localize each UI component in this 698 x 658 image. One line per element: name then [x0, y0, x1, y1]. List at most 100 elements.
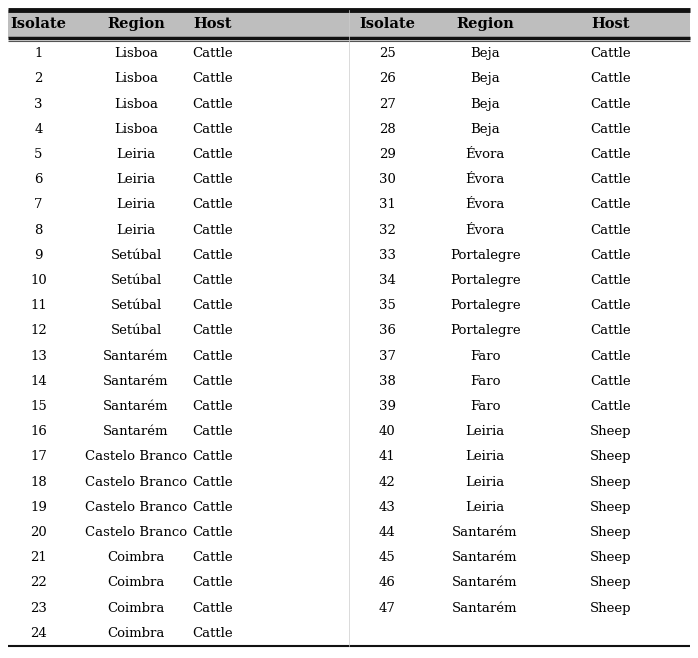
Text: Cattle: Cattle — [193, 249, 233, 262]
Text: 13: 13 — [30, 349, 47, 363]
Text: Cattle: Cattle — [591, 375, 631, 388]
Text: Cattle: Cattle — [591, 198, 631, 211]
Text: Region: Region — [107, 17, 165, 31]
Text: 46: 46 — [379, 576, 396, 590]
Text: Cattle: Cattle — [591, 47, 631, 60]
Text: Cattle: Cattle — [591, 324, 631, 338]
Text: Leiria: Leiria — [466, 451, 505, 463]
Text: 9: 9 — [34, 249, 43, 262]
Text: Cattle: Cattle — [193, 274, 233, 287]
Bar — [8, 10, 690, 38]
Text: Lisboa: Lisboa — [114, 72, 158, 86]
Text: 37: 37 — [379, 349, 396, 363]
Text: Lisboa: Lisboa — [114, 47, 158, 60]
Text: Leiria: Leiria — [466, 476, 505, 489]
Text: Beja: Beja — [470, 123, 500, 136]
Text: 14: 14 — [30, 375, 47, 388]
Text: Cattle: Cattle — [591, 400, 631, 413]
Text: 39: 39 — [379, 400, 396, 413]
Text: Santarém: Santarém — [452, 601, 518, 615]
Text: 30: 30 — [379, 173, 396, 186]
Text: 19: 19 — [30, 501, 47, 514]
Text: 20: 20 — [30, 526, 47, 539]
Text: Coimbra: Coimbra — [107, 551, 165, 565]
Text: Castelo Branco: Castelo Branco — [85, 451, 187, 463]
Text: Setúbal: Setúbal — [110, 274, 162, 287]
Text: 8: 8 — [34, 224, 43, 237]
Text: Santarém: Santarém — [103, 425, 169, 438]
Text: Leiria: Leiria — [117, 173, 156, 186]
Text: 15: 15 — [30, 400, 47, 413]
Text: 29: 29 — [379, 148, 396, 161]
Text: 32: 32 — [379, 224, 396, 237]
Text: Cattle: Cattle — [193, 224, 233, 237]
Text: Coimbra: Coimbra — [107, 576, 165, 590]
Text: 43: 43 — [379, 501, 396, 514]
Text: Santarém: Santarém — [452, 551, 518, 565]
Text: Lisboa: Lisboa — [114, 97, 158, 111]
Text: 3: 3 — [34, 97, 43, 111]
Text: Beja: Beja — [470, 72, 500, 86]
Text: Santarém: Santarém — [452, 576, 518, 590]
Text: Castelo Branco: Castelo Branco — [85, 526, 187, 539]
Text: Cattle: Cattle — [591, 123, 631, 136]
Text: Cattle: Cattle — [193, 72, 233, 86]
Text: Setúbal: Setúbal — [110, 299, 162, 312]
Text: Sheep: Sheep — [590, 476, 632, 489]
Text: Leiria: Leiria — [466, 501, 505, 514]
Text: Faro: Faro — [470, 400, 500, 413]
Text: Leiria: Leiria — [117, 224, 156, 237]
Text: Santarém: Santarém — [103, 349, 169, 363]
Text: 24: 24 — [30, 627, 47, 640]
Text: Sheep: Sheep — [590, 601, 632, 615]
Text: Cattle: Cattle — [591, 249, 631, 262]
Text: 47: 47 — [379, 601, 396, 615]
Text: Portalegre: Portalegre — [450, 324, 521, 338]
Text: Cattle: Cattle — [193, 526, 233, 539]
Text: 41: 41 — [379, 451, 396, 463]
Text: Cattle: Cattle — [591, 299, 631, 312]
Text: Sheep: Sheep — [590, 576, 632, 590]
Text: Region: Region — [456, 17, 514, 31]
Text: Cattle: Cattle — [591, 97, 631, 111]
Text: Cattle: Cattle — [193, 47, 233, 60]
Text: Host: Host — [591, 17, 630, 31]
Text: 12: 12 — [30, 324, 47, 338]
Text: Castelo Branco: Castelo Branco — [85, 476, 187, 489]
Text: Cattle: Cattle — [193, 299, 233, 312]
Text: Host: Host — [193, 17, 232, 31]
Text: Cattle: Cattle — [591, 173, 631, 186]
Text: Setúbal: Setúbal — [110, 324, 162, 338]
Text: Portalegre: Portalegre — [450, 274, 521, 287]
Text: 5: 5 — [34, 148, 43, 161]
Text: 34: 34 — [379, 274, 396, 287]
Text: 23: 23 — [30, 601, 47, 615]
Text: Cattle: Cattle — [193, 476, 233, 489]
Text: Cattle: Cattle — [591, 224, 631, 237]
Text: Cattle: Cattle — [591, 274, 631, 287]
Text: 42: 42 — [379, 476, 396, 489]
Text: 38: 38 — [379, 375, 396, 388]
Text: Beja: Beja — [470, 47, 500, 60]
Text: Cattle: Cattle — [193, 349, 233, 363]
Text: Sheep: Sheep — [590, 501, 632, 514]
Text: Sheep: Sheep — [590, 551, 632, 565]
Text: Évora: Évora — [466, 173, 505, 186]
Text: 10: 10 — [30, 274, 47, 287]
Text: Portalegre: Portalegre — [450, 249, 521, 262]
Text: Cattle: Cattle — [193, 324, 233, 338]
Text: 31: 31 — [379, 198, 396, 211]
Text: Leiria: Leiria — [117, 198, 156, 211]
Text: 35: 35 — [379, 299, 396, 312]
Text: Cattle: Cattle — [193, 425, 233, 438]
Text: Portalegre: Portalegre — [450, 299, 521, 312]
Text: Cattle: Cattle — [193, 97, 233, 111]
Text: Cattle: Cattle — [193, 198, 233, 211]
Text: Cattle: Cattle — [193, 601, 233, 615]
Text: 2: 2 — [34, 72, 43, 86]
Text: Évora: Évora — [466, 198, 505, 211]
Text: Castelo Branco: Castelo Branco — [85, 501, 187, 514]
Text: Évora: Évora — [466, 148, 505, 161]
Text: 33: 33 — [379, 249, 396, 262]
Text: 36: 36 — [379, 324, 396, 338]
